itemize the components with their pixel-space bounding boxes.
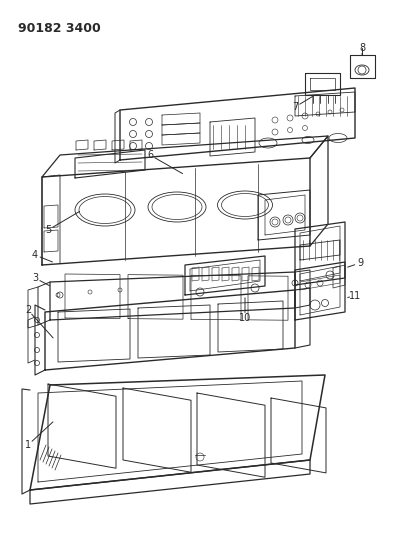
Text: 2: 2 (25, 305, 31, 315)
Text: 9: 9 (357, 258, 363, 268)
Text: 1: 1 (25, 440, 31, 450)
Text: 10: 10 (239, 313, 251, 323)
Text: 3: 3 (32, 273, 38, 283)
Text: 4: 4 (32, 250, 38, 260)
Text: 8: 8 (359, 43, 365, 53)
Text: 90182 3400: 90182 3400 (18, 22, 101, 35)
Text: 7: 7 (292, 102, 298, 112)
Text: 11: 11 (349, 291, 361, 301)
Text: 5: 5 (45, 225, 51, 235)
Text: 6: 6 (147, 150, 153, 160)
